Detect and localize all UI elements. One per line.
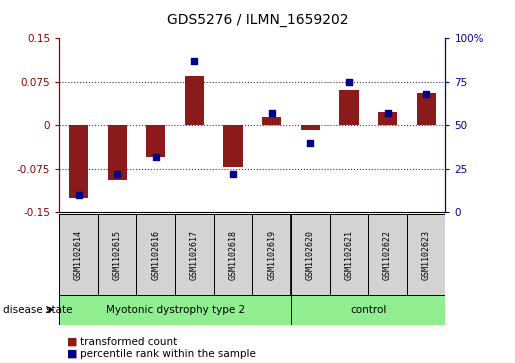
Bar — [378, 113, 397, 125]
Bar — [417, 93, 436, 125]
Bar — [339, 90, 358, 125]
Text: Myotonic dystrophy type 2: Myotonic dystrophy type 2 — [106, 305, 245, 315]
Point — [113, 171, 122, 177]
Text: disease state: disease state — [3, 305, 72, 315]
Point — [306, 140, 314, 146]
Text: ■: ■ — [67, 349, 77, 359]
Bar — [69, 125, 88, 198]
Bar — [98, 214, 136, 296]
Bar — [291, 214, 330, 296]
Text: GSM1102619: GSM1102619 — [267, 230, 276, 280]
Point — [74, 192, 82, 198]
Text: ■: ■ — [67, 337, 77, 347]
Bar — [291, 295, 445, 325]
Bar — [59, 214, 98, 296]
Text: GSM1102616: GSM1102616 — [151, 230, 160, 280]
Bar — [330, 214, 368, 296]
Text: GSM1102620: GSM1102620 — [306, 230, 315, 280]
Text: GSM1102615: GSM1102615 — [113, 230, 122, 280]
Point — [229, 171, 237, 177]
Text: GSM1102618: GSM1102618 — [229, 230, 237, 280]
Bar — [108, 125, 127, 180]
Text: transformed count: transformed count — [80, 337, 177, 347]
Point — [345, 79, 353, 85]
Bar — [175, 214, 214, 296]
Text: GSM1102614: GSM1102614 — [74, 230, 83, 280]
Point — [152, 154, 160, 159]
Point — [383, 110, 392, 116]
Bar — [59, 295, 291, 325]
Bar — [407, 214, 445, 296]
Bar — [301, 125, 320, 130]
Text: GSM1102621: GSM1102621 — [345, 230, 353, 280]
Bar — [262, 117, 281, 125]
Text: GSM1102617: GSM1102617 — [190, 230, 199, 280]
Point — [268, 110, 276, 116]
Bar — [146, 125, 165, 157]
Bar — [368, 214, 407, 296]
Text: GSM1102623: GSM1102623 — [422, 230, 431, 280]
Bar — [224, 125, 243, 167]
Text: GSM1102622: GSM1102622 — [383, 230, 392, 280]
Bar — [214, 214, 252, 296]
Bar — [136, 214, 175, 296]
Bar — [185, 76, 204, 125]
Point — [191, 58, 199, 64]
Point — [422, 91, 431, 97]
Text: GDS5276 / ILMN_1659202: GDS5276 / ILMN_1659202 — [167, 13, 348, 27]
Bar — [252, 214, 291, 296]
Text: percentile rank within the sample: percentile rank within the sample — [80, 349, 256, 359]
Text: control: control — [350, 305, 386, 315]
